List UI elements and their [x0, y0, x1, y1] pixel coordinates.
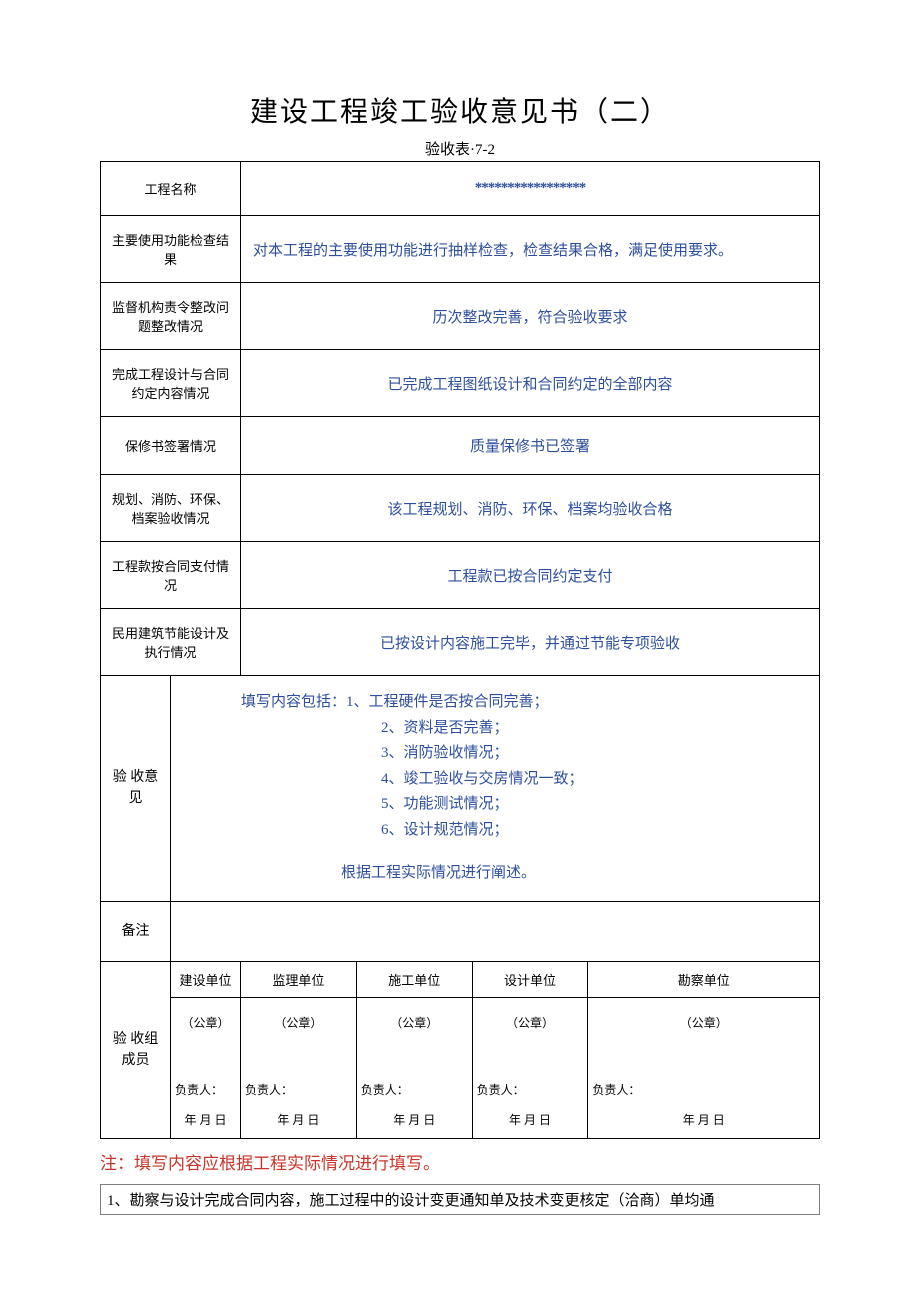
row-project-name: 工程名称 ***************** — [101, 162, 820, 216]
opinion-item-4: 4、竣工验收与交房情况一致； — [211, 767, 811, 793]
value-energy: 已按设计内容施工完毕，并通过节能专项验收 — [241, 609, 820, 676]
opinion-item-2: 2、资料是否完善； — [211, 716, 811, 742]
row-dates: 年 月 日 年 月 日 年 月 日 年 月 日 年 月 日 — [101, 1102, 820, 1138]
label-function-check: 主要使用功能检查结果 — [101, 216, 241, 283]
person-4: 负责人： — [472, 1047, 588, 1102]
value-remarks — [171, 901, 820, 961]
label-energy: 民用建筑节能设计及执行情况 — [101, 609, 241, 676]
seal-2: （公章） — [241, 997, 357, 1047]
opinion-intro: 填写内容包括：1、工程硬件是否按合同完善； — [211, 690, 811, 716]
row-seals: （公章） （公章） （公章） （公章） （公章） — [101, 997, 820, 1047]
value-project-name: ***************** — [241, 162, 820, 216]
opinion-item-5: 5、功能测试情况； — [211, 792, 811, 818]
label-planning: 规划、消防、环保、档案验收情况 — [101, 475, 241, 542]
note-text: 注：填写内容应根据工程实际情况进行填写。 — [100, 1149, 820, 1174]
label-rectification: 监督机构责令整改问题整改情况 — [101, 283, 241, 350]
row-rectification: 监督机构责令整改问题整改情况 历次整改完善，符合验收要求 — [101, 283, 820, 350]
date-5: 年 月 日 — [588, 1102, 820, 1138]
value-function-check: 对本工程的主要使用功能进行抽样检查，检查结果合格，满足使用要求。 — [241, 216, 820, 283]
person-3: 负责人： — [356, 1047, 472, 1102]
row-energy: 民用建筑节能设计及执行情况 已按设计内容施工完毕，并通过节能专项验收 — [101, 609, 820, 676]
value-warranty: 质量保修书已签署 — [241, 417, 820, 475]
row-design-contract: 完成工程设计与合同约定内容情况 已完成工程图纸设计和合同约定的全部内容 — [101, 350, 820, 417]
label-project-name: 工程名称 — [101, 162, 241, 216]
date-2: 年 月 日 — [241, 1102, 357, 1138]
unit-header-1: 建设单位 — [171, 961, 241, 997]
label-payment: 工程款按合同支付情况 — [101, 542, 241, 609]
row-planning: 规划、消防、环保、档案验收情况 该工程规划、消防、环保、档案均验收合格 — [101, 475, 820, 542]
row-payment: 工程款按合同支付情况 工程款已按合同约定支付 — [101, 542, 820, 609]
value-rectification: 历次整改完善，符合验收要求 — [241, 283, 820, 350]
label-remarks: 备注 — [101, 901, 171, 961]
opinion-footer: 根据工程实际情况进行阐述。 — [211, 861, 811, 887]
seal-4: （公章） — [472, 997, 588, 1047]
value-design-contract: 已完成工程图纸设计和合同约定的全部内容 — [241, 350, 820, 417]
label-members: 验 收组 成员 — [101, 961, 171, 1138]
opinion-item-3: 3、消防验收情况； — [211, 741, 811, 767]
person-5: 负责人： — [588, 1047, 820, 1102]
row-opinion: 验 收意 见 填写内容包括：1、工程硬件是否按合同完善； 2、资料是否完善； 3… — [101, 676, 820, 902]
unit-header-2: 监理单位 — [241, 961, 357, 997]
appendix-box: 1、勘察与设计完成合同内容，施工过程中的设计变更通知单及技术变更核定（洽商）单均… — [100, 1184, 820, 1215]
unit-header-5: 勘察单位 — [588, 961, 820, 997]
seal-5: （公章） — [588, 997, 820, 1047]
unit-header-3: 施工单位 — [356, 961, 472, 997]
document-subtitle: 验收表·7-2 — [100, 138, 820, 159]
date-1: 年 月 日 — [171, 1102, 241, 1138]
person-2: 负责人： — [241, 1047, 357, 1102]
date-4: 年 月 日 — [472, 1102, 588, 1138]
opinion-item-6: 6、设计规范情况； — [211, 818, 811, 844]
row-remarks: 备注 — [101, 901, 820, 961]
row-persons: 负责人： 负责人： 负责人： 负责人： 负责人： — [101, 1047, 820, 1102]
row-function-check: 主要使用功能检查结果 对本工程的主要使用功能进行抽样检查，检查结果合格，满足使用… — [101, 216, 820, 283]
label-warranty: 保修书签署情况 — [101, 417, 241, 475]
value-planning: 该工程规划、消防、环保、档案均验收合格 — [241, 475, 820, 542]
label-design-contract: 完成工程设计与合同约定内容情况 — [101, 350, 241, 417]
row-warranty: 保修书签署情况 质量保修书已签署 — [101, 417, 820, 475]
document-title: 建设工程竣工验收意见书（二） — [100, 90, 820, 130]
label-opinion: 验 收意 见 — [101, 676, 171, 902]
value-opinion: 填写内容包括：1、工程硬件是否按合同完善； 2、资料是否完善； 3、消防验收情况… — [171, 676, 820, 902]
unit-header-4: 设计单位 — [472, 961, 588, 997]
person-1: 负责人： — [171, 1047, 241, 1102]
date-3: 年 月 日 — [356, 1102, 472, 1138]
row-unit-headers: 验 收组 成员 建设单位 监理单位 施工单位 设计单位 勘察单位 — [101, 961, 820, 997]
main-table: 工程名称 ***************** 主要使用功能检查结果 对本工程的主… — [100, 161, 820, 1139]
value-payment: 工程款已按合同约定支付 — [241, 542, 820, 609]
seal-3: （公章） — [356, 997, 472, 1047]
seal-1: （公章） — [171, 997, 241, 1047]
